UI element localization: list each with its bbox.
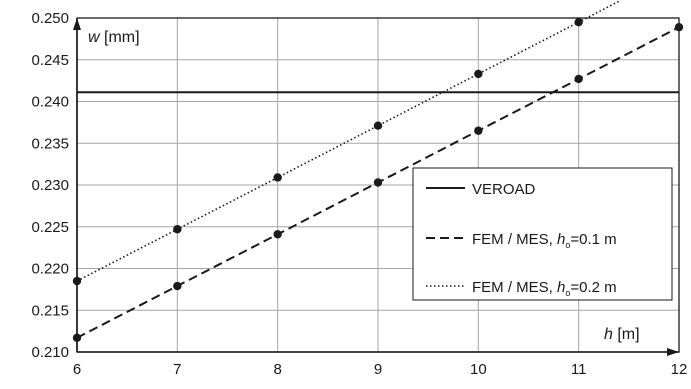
series-2 <box>72 22 684 343</box>
x-tick-label: 9 <box>374 361 382 378</box>
legend-label-text: FEM / MES, <box>472 279 557 296</box>
y-tick-label: 0.225 <box>31 219 69 236</box>
legend-label-symbol: h <box>557 231 565 248</box>
data-point <box>72 276 82 286</box>
axis-labels: w [mm] h [m] <box>82 22 668 344</box>
y-tick-label: 0.215 <box>31 302 69 319</box>
y-axis-label: w [mm] <box>88 29 140 46</box>
y-axis-symbol: w <box>88 29 101 46</box>
x-axis-unit: [m] <box>613 326 640 343</box>
data-point <box>574 74 583 84</box>
x-tick-label: 6 <box>73 361 81 378</box>
legend-label-2: FEM / MES, ho=0.1 m <box>472 231 617 250</box>
x-tick-label: 8 <box>273 361 281 378</box>
legend-label-3: FEM / MES, ho=0.2 m <box>472 279 617 298</box>
legend-box <box>412 167 673 301</box>
x-axis-arrow <box>667 348 679 356</box>
x-tick-label: 10 <box>470 361 487 378</box>
x-axis-label: h [m] <box>604 326 640 343</box>
data-point <box>574 17 583 27</box>
data-point <box>373 121 383 130</box>
data-point <box>173 281 182 291</box>
x-tick-label: 11 <box>571 361 587 378</box>
data-point <box>173 225 182 234</box>
y-axis-unit: [mm] <box>100 29 140 46</box>
y-tick-label: 0.220 <box>31 261 69 278</box>
x-axis-label-bg <box>598 320 668 344</box>
data-point <box>273 230 282 239</box>
data-point <box>72 333 82 343</box>
y-axis-arrow <box>73 18 81 30</box>
legend-label-1: VEROAD <box>472 181 536 198</box>
legend-label-text: FEM / MES, <box>472 231 557 248</box>
y-tick-label: 0.245 <box>31 52 69 69</box>
y-tick-label: 0.210 <box>31 344 69 361</box>
y-tick-label: 0.250 <box>31 10 69 27</box>
data-point <box>674 22 684 32</box>
legend-label-symbol: h <box>557 279 565 296</box>
legend-label-suffix: =0.1 m <box>570 231 616 248</box>
legend-label-suffix: =0.2 m <box>570 279 616 296</box>
x-tick-label: 7 <box>173 361 181 378</box>
y-tick-labels: 0.210 0.215 0.220 0.225 0.230 0.235 0.240 0.245… <box>31 10 69 361</box>
data-point <box>474 126 483 135</box>
y-tick-label: 0.235 <box>31 135 69 152</box>
y-tick-label: 0.230 <box>31 177 69 194</box>
y-tick-label: 0.240 <box>31 94 69 111</box>
data-point <box>273 173 282 182</box>
legend-label-text: VEROAD <box>472 181 536 198</box>
series-layer <box>72 0 684 343</box>
x-axis-symbol: h <box>604 326 613 343</box>
x-tick-label: 12 <box>671 361 688 378</box>
series-3 <box>72 0 620 286</box>
legend-label-subscript: o <box>565 288 570 298</box>
data-point <box>373 178 383 187</box>
data-point <box>474 69 483 79</box>
legend-label-subscript: o <box>565 240 570 250</box>
y-axis-label-bg <box>82 22 170 46</box>
x-tick-labels: 6 7 8 9 10 11 12 <box>73 361 688 378</box>
